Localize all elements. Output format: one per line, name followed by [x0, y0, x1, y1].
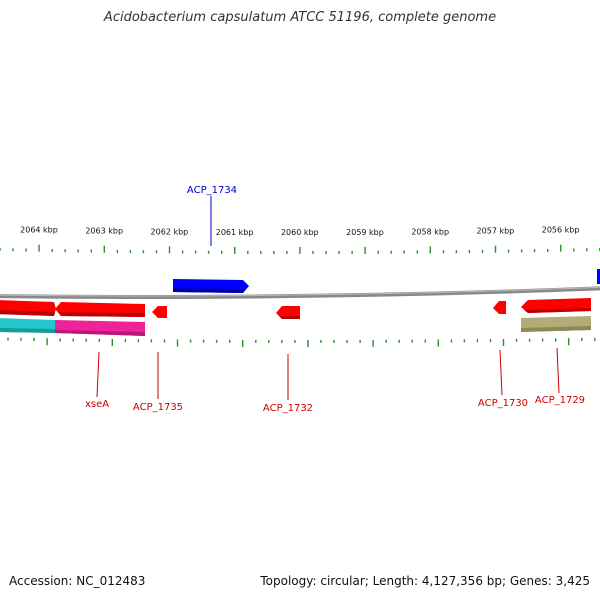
gene-label-ACP_1735[interactable]: ACP_1735 — [133, 402, 183, 413]
feature-bar-magenta-shade — [55, 330, 145, 336]
gene-ACP_1732[interactable] — [276, 306, 300, 319]
scale-label: 2063 kbp — [85, 227, 123, 236]
gene-arrow-shade — [524, 308, 591, 313]
scale-label: 2062 kbp — [151, 227, 189, 236]
gene-bar[interactable] — [597, 269, 600, 284]
gene-label-ACP_1732[interactable]: ACP_1732 — [263, 403, 313, 414]
gene-ACP_1730[interactable] — [493, 301, 506, 314]
leader-line-xseA — [96, 351, 100, 398]
leader-line-ACP_1729 — [556, 347, 560, 394]
leader-line-ACP_1730 — [499, 349, 503, 396]
gene-arrow[interactable] — [276, 306, 300, 319]
gene-ACP_1729[interactable] — [521, 298, 591, 313]
gene-ACP_1735[interactable] — [152, 306, 167, 318]
scale-label: 2061 kbp — [216, 228, 254, 237]
gene-label-ACP_1734[interactable]: ACP_1734 — [187, 185, 237, 196]
feature-track[interactable] — [0, 316, 591, 336]
gene-label-xseA[interactable]: xseA — [85, 399, 109, 410]
feature-bar-olive-shade — [521, 326, 591, 332]
gene-arrow-shade — [173, 288, 246, 293]
scale-label-row: 2064 kbp 2063 kbp 2062 kbp 2061 kbp 2060 kbp… — [20, 226, 579, 237]
gene-xseA-region[interactable] — [0, 300, 56, 316]
gene-xseA[interactable] — [55, 302, 145, 317]
gene-arrow-shade — [279, 316, 300, 319]
gene-ACP_1734[interactable] — [173, 279, 249, 293]
genome-backbone-highlight — [0, 286, 600, 297]
gene-edge-forward[interactable] — [597, 269, 600, 284]
gene-arrow[interactable] — [493, 301, 506, 314]
scale-label: 2059 kbp — [346, 228, 384, 237]
scale-label: 2057 kbp — [477, 227, 515, 236]
genome-backbone — [0, 286, 600, 299]
feature-bar-cyan-shade — [0, 328, 55, 333]
gene-bar-shade — [0, 310, 55, 316]
gene-arrow[interactable] — [152, 306, 167, 318]
scale-label: 2056 kbp — [542, 226, 580, 235]
gene-label-ACP_1729[interactable]: ACP_1729 — [535, 395, 585, 406]
genome-summary-text: Topology: circular; Length: 4,127,356 bp… — [260, 574, 590, 588]
gene-label-ACP_1730[interactable]: ACP_1730 — [478, 398, 528, 409]
scale-label: 2060 kbp — [281, 228, 319, 237]
bottom-tick-row — [7, 337, 596, 347]
top-tick-row — [0, 244, 600, 254]
scale-label: 2064 kbp — [20, 226, 58, 235]
genome-title: Acidobacterium capsulatum ATCC 51196, co… — [103, 10, 497, 25]
scale-label: 2058 kbp — [411, 227, 449, 236]
gene-arrow-shade — [58, 312, 145, 317]
accession-text: Accession: NC_012483 — [9, 574, 146, 588]
